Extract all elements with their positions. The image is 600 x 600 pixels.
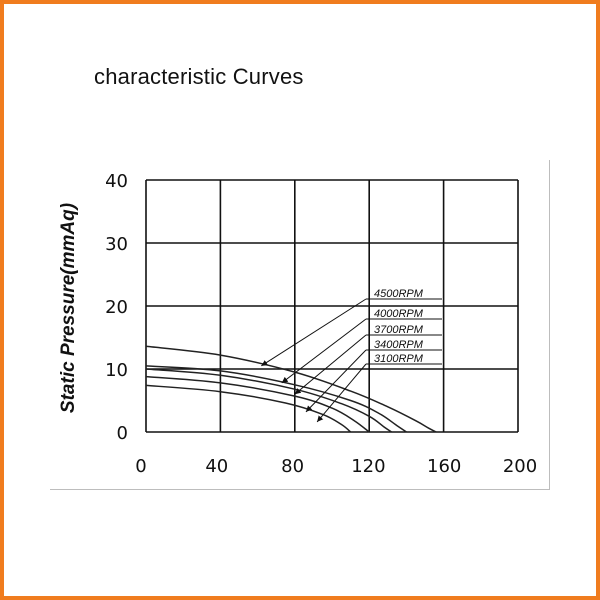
- x-tick-label: 0: [135, 456, 146, 477]
- x-tick-label: 120: [351, 456, 385, 477]
- x-tick-label: 160: [427, 456, 461, 477]
- rpm-label-3700rpm: 3700RPM: [374, 324, 424, 336]
- y-tick-label: 10: [105, 360, 128, 381]
- curve-3100rpm: [145, 384, 352, 433]
- rpm-leader-arrow: [305, 349, 367, 413]
- x-tick-label: 200: [503, 456, 537, 477]
- rpm-label-3400rpm: 3400RPM: [374, 339, 424, 351]
- y-tick-label: 40: [105, 171, 128, 192]
- chart-panel: [50, 160, 550, 490]
- y-tick-label: 20: [105, 297, 128, 318]
- page-title: characteristic Curves: [94, 64, 304, 89]
- curve-4500rpm: [145, 345, 437, 433]
- rpm-leader-arrow: [281, 318, 367, 384]
- curve-3700rpm: [145, 368, 392, 433]
- rpm-leader-arrow: [316, 363, 367, 423]
- rpm-label-3100rpm: 3100RPM: [374, 353, 424, 365]
- rpm-label-4500rpm: 4500RPM: [374, 288, 424, 300]
- y-tick-label: 0: [117, 423, 128, 444]
- x-tick-label: 80: [281, 456, 304, 477]
- curve-4000rpm: [145, 365, 407, 433]
- y-tick-label: 30: [105, 234, 128, 255]
- y-axis-label: Static Pressure(mmAq): [58, 203, 79, 413]
- rpm-leader-arrow: [294, 334, 367, 395]
- curve-3400rpm: [145, 375, 370, 433]
- rpm-label-4000rpm: 4000RPM: [374, 308, 424, 320]
- rpm-leader-arrow: [261, 298, 367, 367]
- x-tick-label: 40: [205, 456, 228, 477]
